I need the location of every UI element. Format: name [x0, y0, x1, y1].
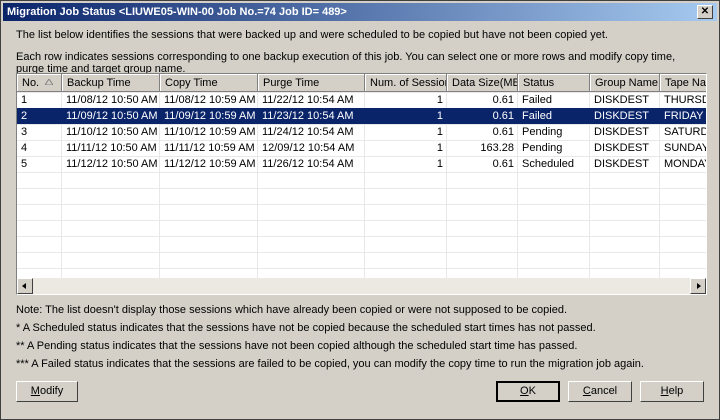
table-cell: 163.28	[480, 142, 514, 154]
table-cell: Pending	[522, 142, 563, 154]
grid-line	[17, 124, 706, 125]
ok-button[interactable]: OK	[496, 381, 560, 402]
session-list[interactable]: No. Backup Time Copy Time Purge Time Num. of…	[16, 73, 707, 295]
intro-text: Each row indicates sessions correspondin…	[16, 51, 676, 75]
table-cell: 11/12/12 10:59 AM	[164, 158, 256, 170]
window-title: Migration Job Status <LIUWE05-WIN-00 Job…	[7, 6, 347, 18]
table-cell: 0.61	[492, 126, 514, 138]
table-cell: 11/08/12 10:50 AM	[66, 94, 158, 106]
grid-line	[364, 92, 365, 278]
table-cell: 11/09/12 10:59 AM	[160, 108, 258, 124]
modify-button[interactable]: Modify	[16, 381, 78, 402]
table-cell: 11/26/12 10:54 AM	[262, 158, 354, 170]
table-cell: DISKDEST	[594, 126, 650, 138]
grid-line	[17, 204, 706, 205]
column-header[interactable]: Copy Time	[160, 74, 258, 92]
table-cell: 11/10/12 10:50 AM	[66, 126, 158, 138]
note: *** A Failed status indicates that the s…	[16, 358, 644, 370]
table-cell: SUNDAY	[664, 142, 707, 154]
grid-line	[659, 92, 660, 278]
note: Note: The list doesn't display those ses…	[16, 304, 568, 316]
grid-line	[17, 220, 706, 221]
column-header[interactable]: Purge Time	[258, 74, 365, 92]
table-cell: 1	[21, 94, 28, 106]
intro-text: The list below identifies the sessions t…	[16, 29, 608, 41]
note: * A Scheduled status indicates that the …	[16, 322, 596, 334]
table-cell: MONDAY	[664, 158, 707, 170]
column-header[interactable]: Group Name	[590, 74, 660, 92]
grid-line	[61, 92, 62, 278]
table-cell: Failed	[522, 94, 552, 106]
cancel-button[interactable]: Cancel	[568, 381, 632, 402]
grid-line	[17, 252, 706, 253]
table-cell: DISKDEST	[594, 142, 650, 154]
table-cell: Failed	[518, 108, 590, 124]
close-button[interactable]: ✕	[697, 5, 713, 19]
horizontal-scrollbar[interactable]	[17, 278, 706, 294]
table-cell: 11/10/12 10:59 AM	[164, 126, 256, 138]
table-cell: DISKDEST	[594, 94, 650, 106]
sort-indicator	[45, 79, 53, 85]
table-cell: 1	[436, 94, 443, 106]
scroll-right[interactable]	[690, 278, 706, 294]
table-cell: SATURDAY	[664, 126, 707, 138]
table-cell: 12/09/12 10:54 AM	[262, 142, 355, 154]
table-cell: 11/11/12 10:50 AM	[66, 142, 157, 154]
table-cell: 1	[436, 158, 443, 170]
table-cell: 1	[436, 142, 443, 154]
table-cell: 5	[21, 158, 28, 170]
column-header[interactable]: Status	[518, 74, 590, 92]
grid-line	[17, 172, 706, 173]
grid-line	[17, 92, 706, 93]
table-cell: 0.61	[492, 158, 514, 170]
column-header[interactable]: No.	[17, 74, 62, 92]
help-button[interactable]: Help	[640, 381, 704, 402]
scroll-left[interactable]	[17, 278, 33, 294]
grid-line	[589, 92, 590, 278]
column-header[interactable]: Data Size(MB)	[447, 74, 518, 92]
grid-line	[446, 92, 447, 278]
table-cell: DISKDEST	[594, 158, 650, 170]
column-header[interactable]: Tape Name	[660, 74, 706, 92]
grid-line	[17, 236, 706, 237]
title-bar: Migration Job Status <LIUWE05-WIN-00 Job…	[3, 3, 717, 21]
table-cell: Pending	[522, 126, 563, 138]
grid-line	[17, 140, 706, 141]
table-cell: 11/24/12 10:54 AM	[262, 126, 354, 138]
table-cell: 11/09/12 10:50 AM	[62, 108, 160, 124]
table-cell: Scheduled	[522, 158, 574, 170]
table-cell: 11/23/12 10:54 AM	[258, 108, 365, 124]
table-cell: 1	[436, 126, 443, 138]
grid-line	[257, 92, 258, 278]
grid-line	[159, 92, 160, 278]
table-cell: 11/12/12 10:50 AM	[66, 158, 158, 170]
grid-line	[17, 156, 706, 157]
table-cell: THURSDAY	[664, 94, 706, 106]
table-cell: 11/11/12 10:59 AM	[164, 142, 255, 154]
column-header[interactable]: Num. of Sessions	[365, 74, 447, 92]
table-cell: 3	[21, 126, 28, 138]
note: ** A Pending status indicates that the s…	[16, 340, 578, 352]
table-cell: 0.61	[492, 94, 514, 106]
table-cell: 11/08/12 10:59 AM	[164, 94, 256, 106]
table-cell: 2	[17, 108, 62, 124]
table-cell: 11/22/12 10:54 AM	[262, 94, 354, 106]
column-header[interactable]: Backup Time	[62, 74, 160, 92]
table-cell: 0.61	[447, 108, 518, 124]
table-cell: FRIDAY	[660, 108, 706, 124]
table-cell: 4	[21, 142, 28, 154]
table-cell: 1	[365, 108, 447, 124]
grid-line	[17, 188, 706, 189]
grid-line	[17, 268, 706, 269]
grid-line	[517, 92, 518, 278]
table-cell: DISKDEST	[590, 108, 660, 124]
